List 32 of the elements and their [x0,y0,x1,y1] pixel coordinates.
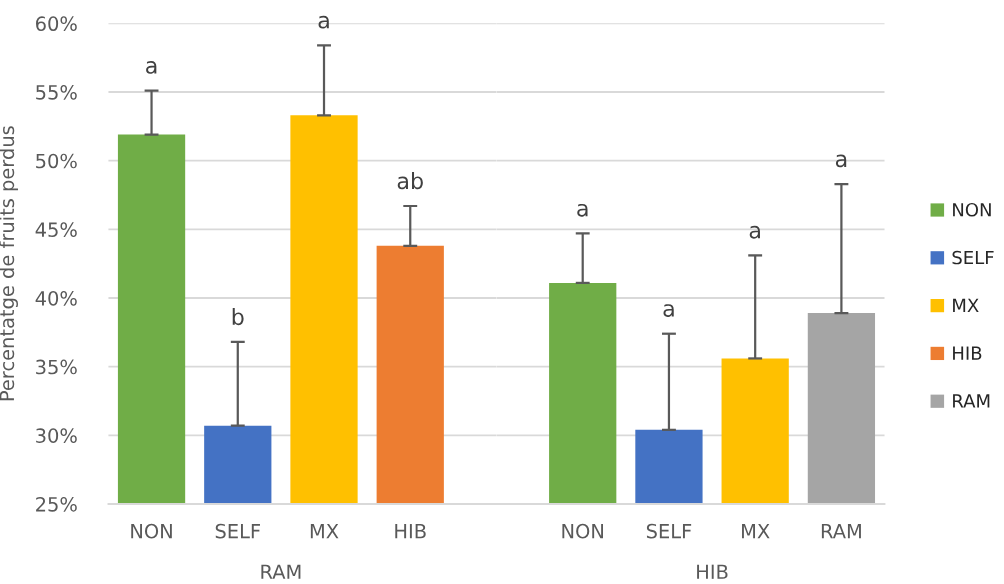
annotation: a [577,203,588,217]
y-tick-label: 25% [36,496,77,512]
annotation: a [146,61,157,74]
x-axis-title: RAM [261,564,301,579]
legend-label: RAM [953,394,990,408]
y-tick-label: 45% [35,222,77,238]
legend-label: MX [953,298,979,312]
annotation: a [663,304,674,317]
annotation: ab [397,171,423,190]
x-tick-label: SELF [646,523,692,539]
annotation: a [318,15,329,29]
y-tick-label: 55% [36,84,77,100]
y-tick-label: 40% [35,290,77,306]
x-axis-title: HIB [697,564,728,579]
y-tick-label: 30% [36,428,77,443]
x-tick-label: HIB [395,524,426,539]
legend-label: HIB [953,346,982,360]
y-axis-title: Percentatge de fruits perdus [0,126,18,401]
legend-label: NON [953,202,991,217]
annotation: a [749,225,760,239]
x-tick-label: MX [310,524,339,539]
y-tick-label: 35% [36,359,77,375]
y-tick-label: 60% [36,16,77,32]
x-tick-label: NON [562,523,603,539]
x-tick-label: MX [742,524,770,539]
y-tick-label: 50% [36,153,77,169]
x-tick-label: NON [131,523,172,539]
annotation: a [835,154,847,168]
x-tick-label: RAM [821,524,861,539]
legend-label: SELF [952,250,994,265]
annotation: b [232,307,244,326]
x-tick-label: SELF [215,523,260,539]
